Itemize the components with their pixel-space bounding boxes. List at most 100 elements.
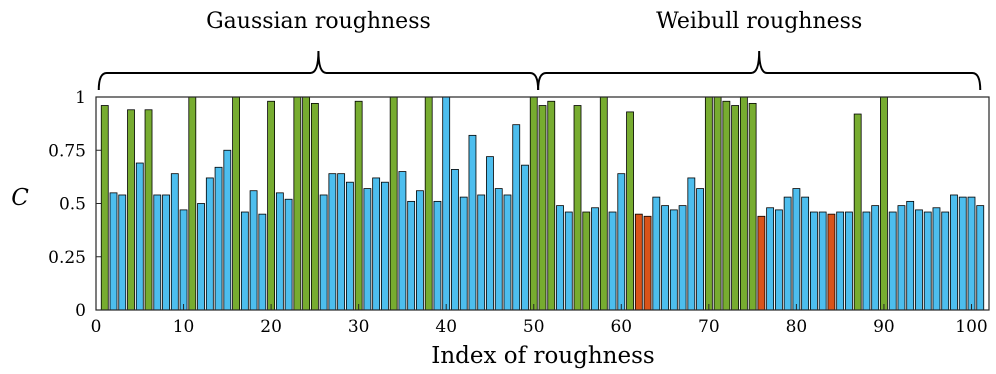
bar-34 [389,96,398,311]
x-tick-label: 30 [348,317,370,337]
bar-100 [967,196,976,311]
bar-101 [976,205,985,311]
bar-88 [862,211,871,311]
bar-65 [661,205,669,311]
bar-32 [372,177,381,311]
bar-61 [626,111,634,311]
x-tick-label: 40 [435,317,457,337]
bar-44 [477,194,486,311]
bar-14 [214,166,223,311]
bar-43 [468,134,477,311]
group-label: Weibull roughness [656,9,862,34]
x-tick-label: 80 [786,317,808,337]
bar-27 [328,173,337,311]
group-bracket [97,50,540,91]
bar-87 [853,113,862,311]
bar-46 [494,188,503,311]
bar-85 [836,211,845,311]
bar-86 [845,211,853,311]
group-bracket [537,50,982,91]
bar-48 [512,124,521,311]
bar-49 [521,164,529,311]
bar-79 [783,196,792,311]
x-tick-label: 10 [173,317,195,337]
bar-73 [731,105,740,311]
group-brackets: Gaussian roughness Weibull roughness [97,9,982,91]
x-tick-label: 0 [91,317,102,337]
bar-35 [398,171,407,311]
group-label: Gaussian roughness [206,9,431,34]
bar-76 [757,215,766,311]
bar-24 [302,96,311,311]
bar-39 [433,200,442,311]
bar-19 [258,213,267,311]
bar-41 [451,169,459,311]
y-tick-label: 0.75 [48,141,86,161]
bar-77 [766,207,775,311]
bar-37 [416,190,424,311]
bar-40 [442,96,451,311]
bar-83 [818,211,827,311]
bar-25 [310,102,319,311]
bar-47 [503,194,512,311]
x-tick-label: 60 [610,317,632,337]
bar-91 [888,211,897,311]
bar-71 [713,96,722,311]
bar-94 [915,209,923,311]
bar-8 [162,194,170,311]
bar-78 [774,209,783,311]
y-tick-label: 0 [75,301,86,321]
bar-66 [669,209,678,311]
bar-62 [634,213,643,311]
bar-20 [267,100,275,311]
bar-31 [363,188,372,311]
bar-56 [582,211,591,311]
bar-13 [205,177,214,311]
bar-97 [941,211,950,311]
bar-18 [249,190,258,311]
bar-52 [547,100,556,311]
bar-15 [223,149,232,311]
bar-55 [573,105,582,311]
bar-96 [932,207,941,311]
bar-33 [381,181,389,311]
bar-12 [197,203,205,311]
x-tick-label: 90 [873,317,895,337]
bar-63 [643,215,652,311]
bar-3 [118,194,127,311]
bar-95 [923,211,932,311]
bar-98 [950,194,958,311]
bar-21 [275,192,284,311]
bar-29 [345,181,354,311]
bar-68 [687,177,696,311]
bar-69 [696,188,704,311]
x-tick-label: 50 [523,317,545,337]
bar-45 [486,156,494,311]
y-tick-label: 0.5 [59,195,86,215]
x-tick-label: 20 [260,317,282,337]
bar-90 [880,96,888,311]
y-axis-label: C [11,185,29,211]
bar-50 [529,96,538,311]
bar-42 [459,196,468,311]
bar-72 [722,100,731,311]
bar-82 [810,211,818,311]
bar-67 [678,205,687,311]
bar-11 [188,96,197,311]
bar-74 [739,96,748,311]
bar-4 [127,109,135,311]
bar-93 [906,200,915,311]
bar-22 [284,198,293,311]
bar-30 [354,100,363,311]
x-axis-label: Index of roughness [431,343,654,369]
bar-92 [897,205,906,311]
bar-70 [704,96,713,311]
bar-57 [591,207,599,311]
y-tick-label: 1 [75,88,86,108]
bar-58 [599,96,608,311]
bar-54 [564,211,573,311]
bar-28 [337,173,346,311]
bar-89 [871,205,880,311]
bar-17 [240,211,249,311]
